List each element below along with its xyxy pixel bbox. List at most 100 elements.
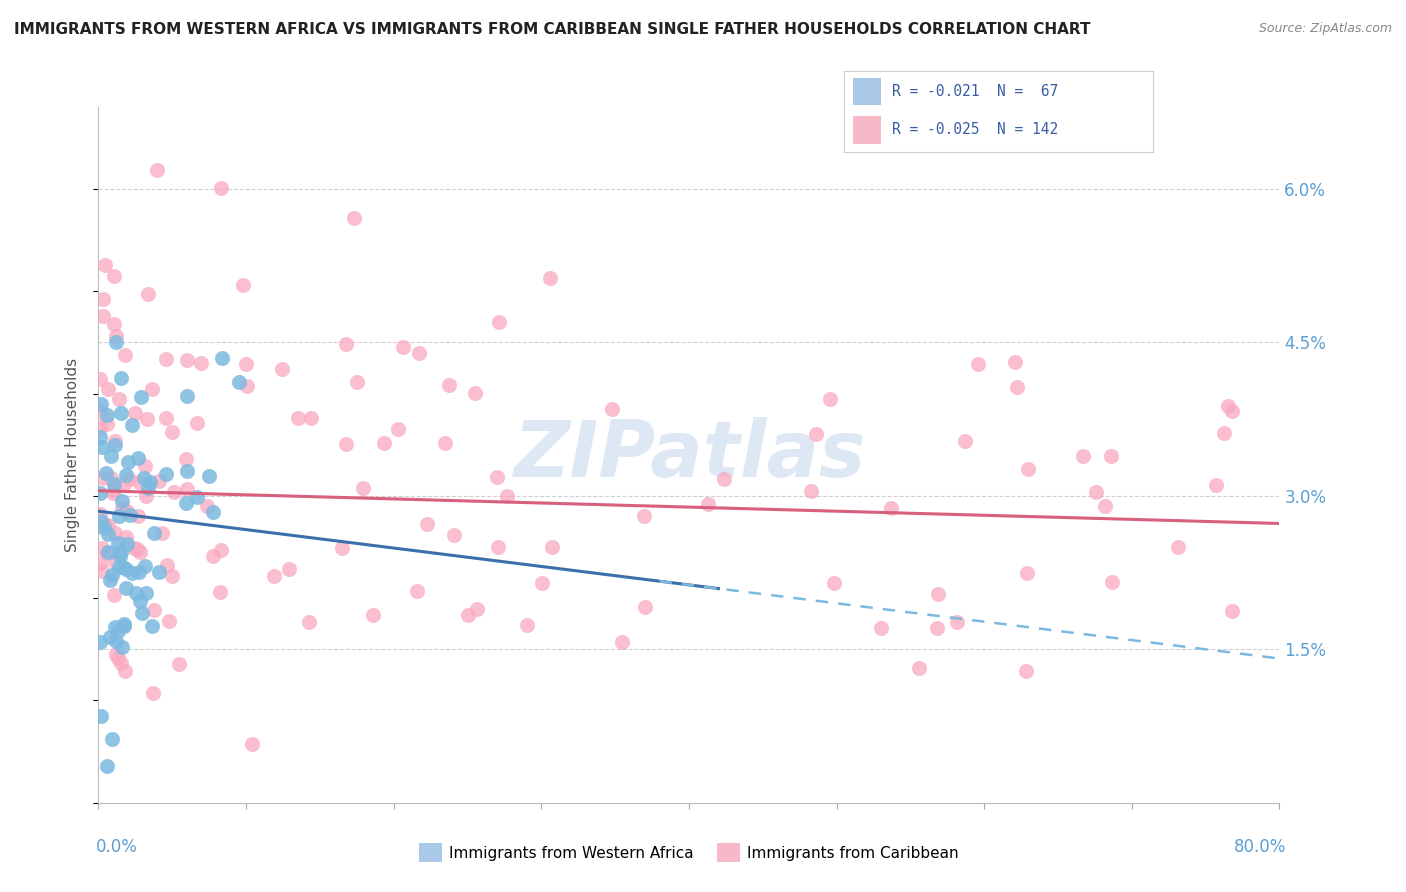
Point — [89, 430, 111, 444]
Text: R = -0.021  N =  67: R = -0.021 N = 67 — [891, 84, 1057, 99]
Point — [125, 541, 148, 556]
Point — [128, 475, 150, 490]
Point — [416, 517, 439, 532]
Point — [100, 449, 122, 463]
Point — [1071, 450, 1094, 464]
Point — [174, 451, 197, 466]
Point — [1220, 604, 1243, 618]
Point — [879, 501, 901, 516]
Point — [91, 293, 114, 307]
Point — [118, 508, 141, 522]
Point — [263, 569, 285, 583]
Point — [392, 340, 415, 354]
Point — [90, 514, 112, 528]
Point — [538, 270, 561, 285]
Point — [232, 277, 254, 292]
Point — [124, 586, 146, 600]
Point — [107, 536, 129, 550]
Point — [174, 496, 197, 510]
Point — [155, 411, 177, 425]
Point — [927, 621, 949, 635]
Point — [115, 468, 138, 483]
Point — [157, 614, 180, 628]
Point — [1205, 478, 1227, 492]
Point — [806, 426, 828, 441]
Point — [186, 491, 208, 505]
Point — [148, 474, 170, 488]
Point — [108, 392, 131, 407]
Point — [1015, 664, 1038, 678]
Point — [465, 601, 488, 615]
Point — [142, 686, 165, 700]
Point — [104, 555, 127, 569]
Point — [531, 576, 554, 591]
Point — [91, 309, 114, 323]
Point — [148, 565, 170, 579]
Point — [600, 402, 623, 417]
Point — [107, 508, 129, 523]
Point — [1213, 426, 1236, 441]
Point — [141, 382, 163, 396]
Point — [110, 371, 132, 385]
Point — [100, 471, 122, 485]
Point — [457, 607, 479, 622]
Point — [98, 630, 121, 644]
Point — [97, 527, 120, 541]
Point — [516, 618, 538, 632]
Point — [869, 621, 891, 635]
Point — [103, 483, 125, 497]
Point — [146, 162, 169, 177]
Point — [907, 661, 929, 675]
Point — [129, 390, 152, 404]
Point — [117, 455, 139, 469]
Point — [198, 468, 221, 483]
Point — [1099, 449, 1122, 463]
Point — [103, 317, 125, 331]
Point — [143, 526, 166, 541]
Point — [138, 475, 160, 489]
Text: 80.0%: 80.0% — [1234, 838, 1286, 855]
Point — [105, 633, 128, 648]
Point — [541, 540, 564, 554]
Point — [298, 615, 321, 629]
Point — [1017, 566, 1039, 580]
Point — [1017, 462, 1039, 476]
Point — [135, 489, 157, 503]
Point — [160, 425, 183, 440]
Point — [927, 587, 949, 601]
Point — [486, 469, 509, 483]
Point — [97, 545, 120, 559]
Point — [169, 657, 191, 671]
Point — [104, 329, 127, 343]
Point — [352, 481, 374, 495]
Point — [108, 559, 131, 574]
Point — [209, 181, 232, 195]
Point — [160, 568, 183, 582]
Point — [1101, 575, 1123, 590]
Point — [93, 258, 115, 272]
Point — [1084, 484, 1107, 499]
Point — [136, 286, 159, 301]
Point — [89, 635, 111, 649]
Point — [115, 504, 138, 518]
Point — [141, 618, 163, 632]
Point — [121, 566, 143, 580]
Point — [176, 464, 198, 478]
Point — [110, 656, 132, 670]
Point — [343, 211, 366, 226]
Point — [122, 541, 145, 555]
Point — [634, 600, 657, 615]
Point — [124, 406, 146, 420]
Point — [114, 664, 136, 678]
Point — [271, 361, 294, 376]
Point — [208, 585, 231, 599]
Point — [114, 348, 136, 362]
Point — [107, 624, 129, 638]
Point — [94, 518, 117, 533]
Point — [211, 351, 233, 365]
Text: IMMIGRANTS FROM WESTERN AFRICA VS IMMIGRANTS FROM CARIBBEAN SINGLE FATHER HOUSEH: IMMIGRANTS FROM WESTERN AFRICA VS IMMIGR… — [14, 22, 1091, 37]
Point — [91, 541, 114, 555]
Point — [111, 494, 134, 508]
Point — [406, 583, 429, 598]
Point — [114, 562, 136, 576]
